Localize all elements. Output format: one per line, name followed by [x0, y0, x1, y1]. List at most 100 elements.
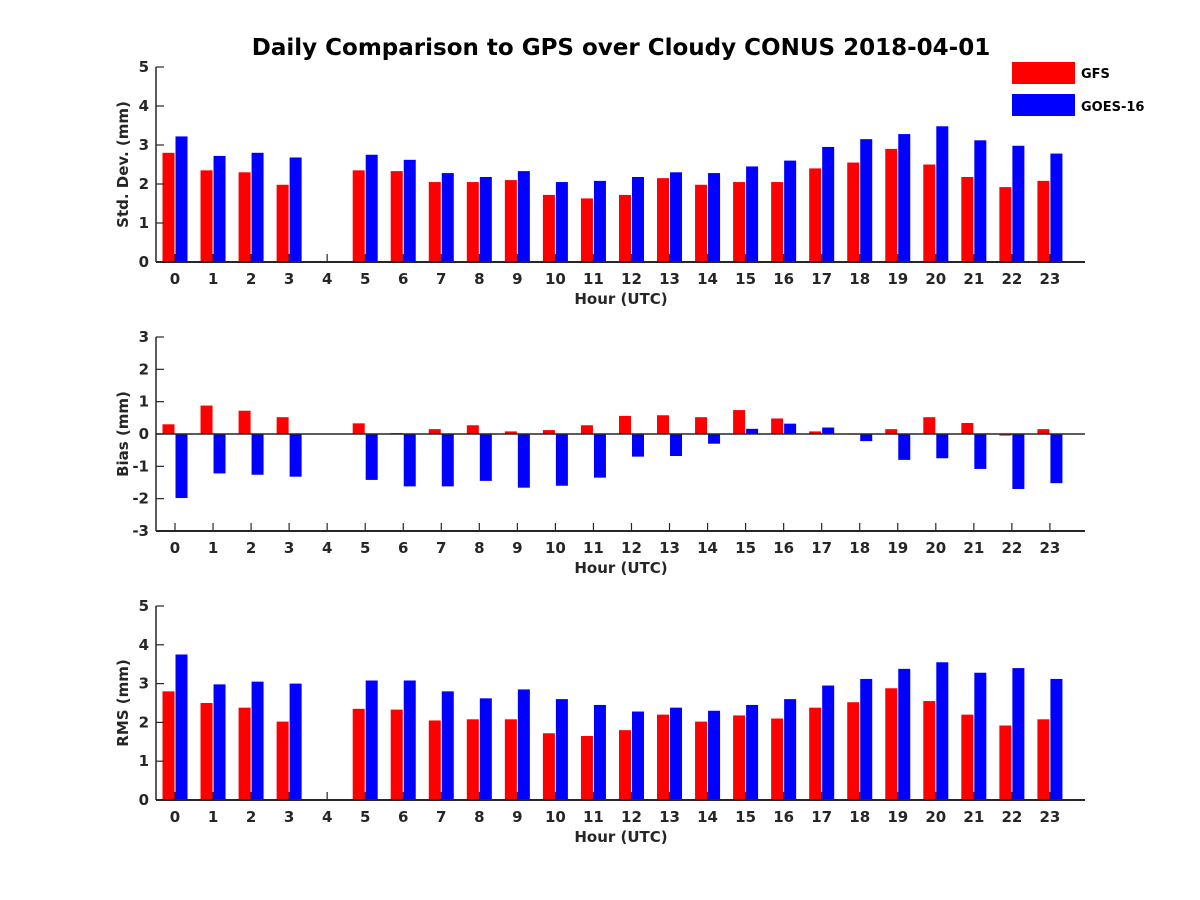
bar-panel3-gfs-hour-0 — [162, 691, 175, 800]
bar-panel3-goes16-hour-0 — [175, 654, 188, 800]
bar-panel2-goes16-hour-20 — [936, 434, 949, 459]
x-tick-label: 0 — [170, 808, 180, 826]
x-tick-label: 6 — [398, 808, 408, 826]
bar-panel3-gfs-hour-13 — [657, 714, 670, 800]
bar-panel2-goes16-hour-10 — [555, 434, 568, 486]
bar-panel1-gfs-hour-15 — [733, 182, 746, 262]
bar-panel3-gfs-hour-8 — [466, 719, 479, 800]
bar-panel3-gfs-hour-23 — [1037, 719, 1050, 800]
bar-panel3-goes16-hour-12 — [631, 711, 644, 800]
x-tick-label: 4 — [322, 270, 332, 288]
bar-panel2-gfs-hour-0 — [162, 424, 175, 434]
bar-panel3-gfs-hour-2 — [238, 707, 251, 800]
x-tick-label: 19 — [887, 539, 908, 557]
bar-panel3-goes16-hour-5 — [365, 680, 378, 800]
bar-panel1-goes16-hour-5 — [365, 154, 378, 262]
bar-panel1-gfs-hour-6 — [390, 171, 403, 262]
x-axis-label: Hour (UTC) — [574, 559, 667, 577]
bar-panel2-gfs-hour-10 — [542, 430, 555, 434]
x-tick-label: 5 — [360, 808, 370, 826]
x-tick-label: 20 — [925, 539, 946, 557]
bar-panel1-gfs-hour-21 — [961, 176, 974, 262]
bar-panel3-goes16-hour-15 — [746, 704, 759, 800]
x-tick-label: 8 — [474, 270, 484, 288]
x-tick-label: 4 — [322, 808, 332, 826]
bar-panel3-goes16-hour-9 — [517, 689, 530, 800]
bar-panel1-goes16-hour-3 — [289, 157, 302, 262]
bar-panel1-gfs-hour-16 — [771, 182, 784, 262]
y-tick-label: -3 — [132, 522, 149, 540]
bar-panel3-goes16-hour-1 — [213, 684, 226, 800]
x-tick-label: 13 — [659, 808, 680, 826]
bar-panel2-gfs-hour-5 — [352, 423, 365, 434]
bar-panel2-goes16-hour-11 — [593, 434, 606, 478]
y-tick-label: 2 — [139, 175, 149, 193]
x-tick-label: 14 — [697, 270, 718, 288]
bar-panel3-goes16-hour-20 — [936, 662, 949, 800]
x-tick-label: 2 — [246, 270, 256, 288]
x-tick-label: 19 — [887, 270, 908, 288]
bar-panel3-gfs-hour-15 — [733, 715, 746, 800]
bar-panel1-gfs-hour-8 — [466, 182, 479, 262]
legend-swatch-gfs — [1012, 62, 1075, 84]
bar-panel3-gfs-hour-10 — [542, 733, 555, 800]
bar-panel2-gfs-hour-12 — [618, 415, 631, 434]
bar-panel1-gfs-hour-18 — [847, 162, 860, 262]
bar-panel2-goes16-hour-8 — [479, 434, 492, 481]
bar-panel2-gfs-hour-1 — [200, 405, 213, 434]
bar-panel1-gfs-hour-20 — [923, 164, 936, 262]
bar-panel3-gfs-hour-6 — [390, 709, 403, 800]
bar-panel1-goes16-hour-6 — [403, 159, 416, 262]
x-tick-label: 9 — [512, 539, 522, 557]
bar-panel2-gfs-hour-19 — [885, 429, 898, 434]
y-tick-label: 5 — [139, 597, 149, 615]
bar-panel2-gfs-hour-11 — [580, 425, 593, 434]
x-tick-label: 9 — [512, 270, 522, 288]
x-tick-label: 23 — [1039, 270, 1060, 288]
x-tick-label: 5 — [360, 270, 370, 288]
x-tick-label: 18 — [849, 270, 870, 288]
y-axis-label: RMS (mm) — [114, 659, 132, 746]
y-tick-label: 3 — [139, 136, 149, 154]
bar-panel2-gfs-hour-17 — [809, 431, 822, 434]
x-tick-label: 3 — [284, 808, 294, 826]
x-tick-label: 10 — [545, 808, 566, 826]
x-tick-label: 1 — [208, 539, 218, 557]
bar-panel1-gfs-hour-10 — [542, 194, 555, 262]
legend-label-goes16: GOES-16 — [1081, 100, 1144, 115]
bar-panel2-goes16-hour-23 — [1050, 434, 1063, 484]
bar-panel3-gfs-hour-14 — [695, 721, 708, 800]
x-tick-label: 20 — [925, 808, 946, 826]
bar-panel1-goes16-hour-19 — [898, 134, 911, 262]
bar-panel1-gfs-hour-5 — [352, 170, 365, 262]
x-tick-label: 21 — [963, 808, 984, 826]
bar-panel3-goes16-hour-23 — [1050, 678, 1063, 800]
x-tick-label: 14 — [697, 808, 718, 826]
x-tick-label: 0 — [170, 539, 180, 557]
bar-panel1-goes16-hour-9 — [517, 171, 530, 262]
bar-panel2-gfs-hour-14 — [695, 417, 708, 434]
bar-panel3-gfs-hour-17 — [809, 707, 822, 800]
bar-panel3-goes16-hour-14 — [708, 710, 721, 800]
bar-panel2-gfs-hour-16 — [771, 418, 784, 434]
y-tick-label: 2 — [139, 713, 149, 731]
x-tick-label: 10 — [545, 270, 566, 288]
legend: GFS GOES-16 — [1012, 62, 1144, 116]
bar-panel2-goes16-hour-22 — [1012, 434, 1025, 489]
y-axis-label: Std. Dev. (mm) — [114, 101, 132, 228]
x-tick-label: 12 — [621, 539, 642, 557]
bar-panel3-gfs-hour-22 — [999, 725, 1012, 800]
bar-panel2-goes16-hour-9 — [517, 434, 530, 488]
x-tick-label: 21 — [963, 539, 984, 557]
bar-panel2-gfs-hour-7 — [428, 429, 441, 434]
bar-panel3-goes16-hour-7 — [441, 691, 454, 800]
bar-panel1-goes16-hour-16 — [784, 160, 797, 262]
bar-panel1-goes16-hour-8 — [479, 176, 492, 262]
x-tick-label: 20 — [925, 270, 946, 288]
bar-panel1-goes16-hour-11 — [593, 180, 606, 262]
x-tick-label: 7 — [436, 539, 446, 557]
bar-panel2-goes16-hour-1 — [213, 434, 226, 474]
